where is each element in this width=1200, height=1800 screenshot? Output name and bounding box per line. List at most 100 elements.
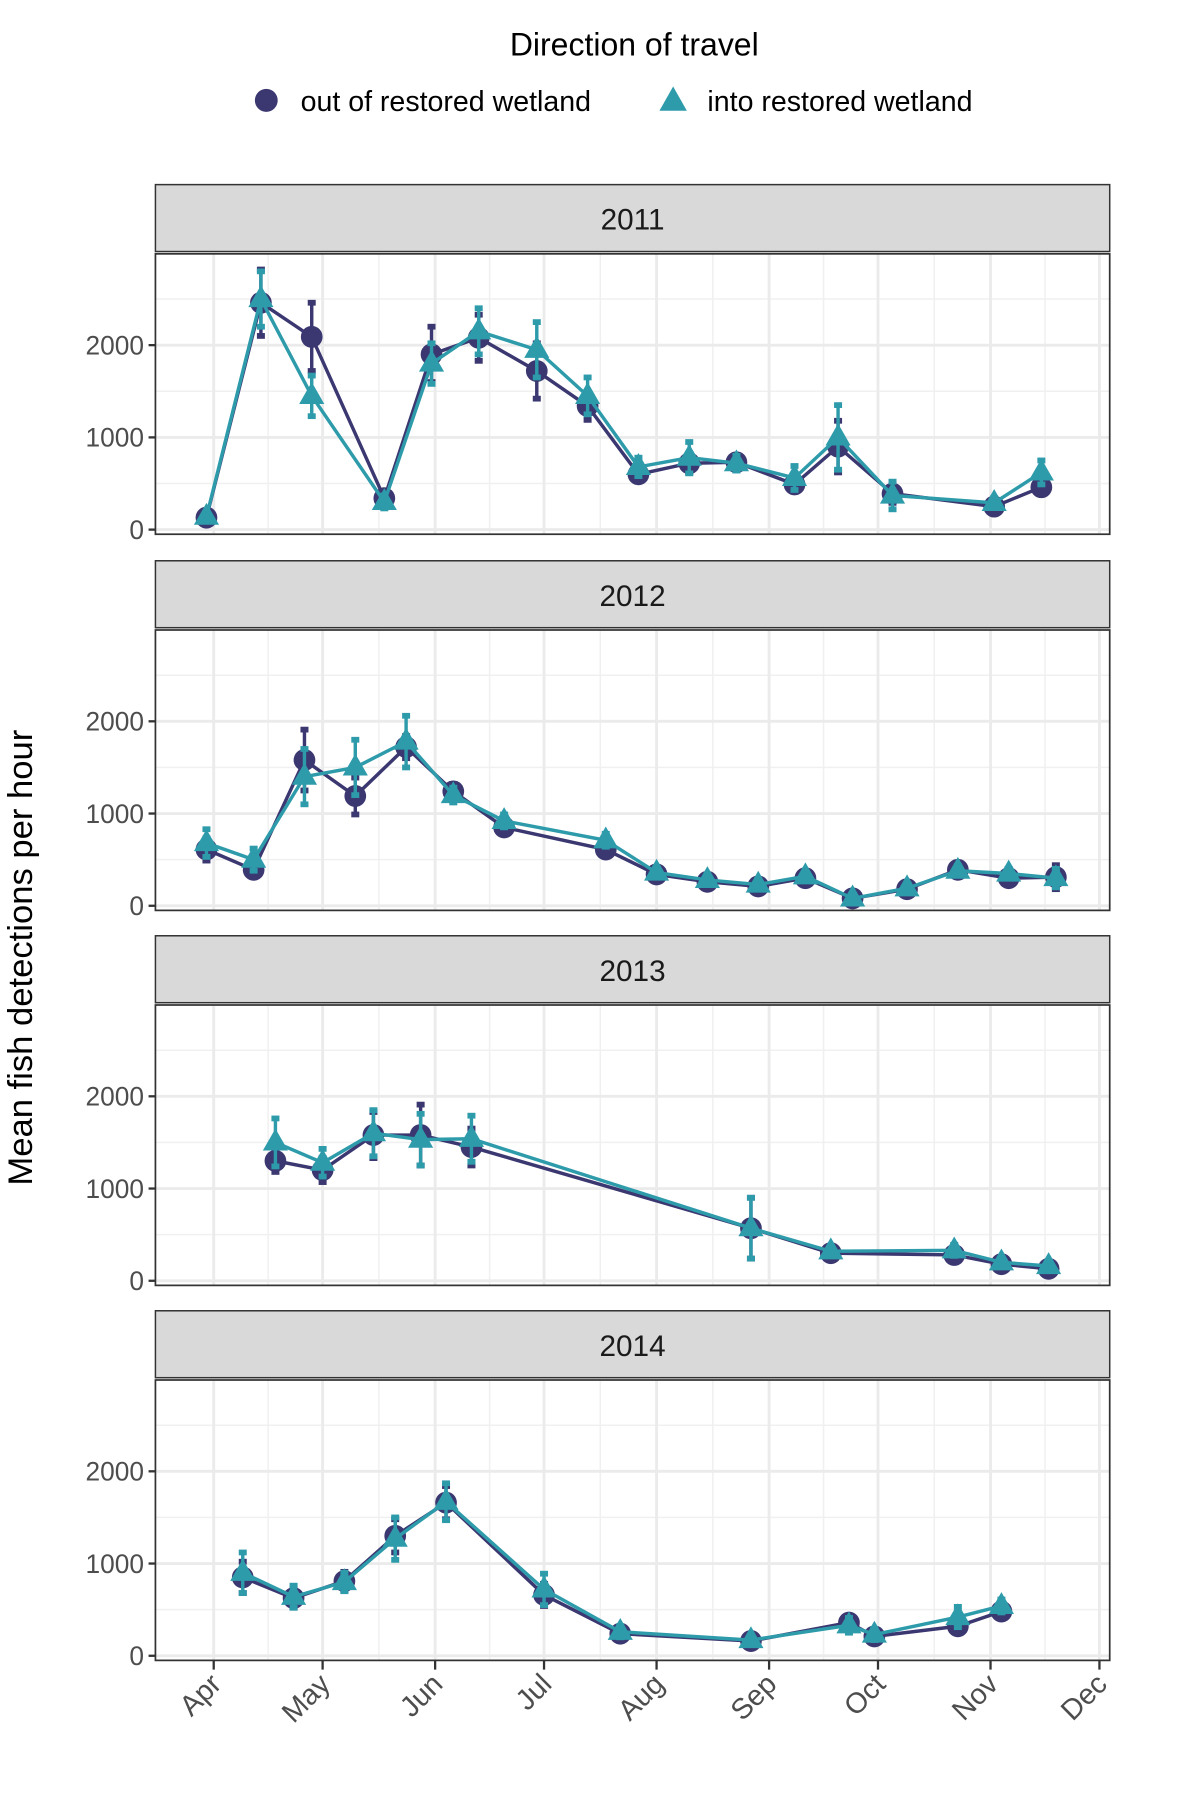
y-tick-label: 0 — [129, 515, 144, 545]
data-point-triangle — [241, 845, 267, 868]
data-point-triangle — [593, 826, 619, 849]
data-point-triangle — [193, 502, 220, 525]
data-point-triangle — [792, 862, 818, 885]
y-tick-label: 2000 — [86, 706, 144, 736]
data-point-triangle — [676, 443, 702, 466]
facet-strip-label: 2011 — [601, 203, 665, 236]
data-point-triangle — [988, 1248, 1014, 1271]
x-tick-label: Aug — [612, 1668, 670, 1727]
data-point-triangle — [393, 727, 419, 750]
data-point-triangle — [491, 807, 517, 829]
data-point-triangle — [818, 1237, 844, 1260]
data-point-triangle — [310, 1148, 336, 1171]
series-into — [193, 712, 1069, 907]
facet-panel-2012: 2012 0 1000 2000 — [86, 560, 1111, 921]
y-tick-label: 2000 — [86, 1081, 144, 1111]
data-point-triangle — [745, 870, 771, 893]
facet-panel-2014: 2014 0 1000 2000 — [86, 1310, 1111, 1671]
legend-triangle-icon — [659, 86, 687, 111]
data-point-triangle — [1028, 458, 1054, 481]
x-tick-label: Sep — [725, 1668, 783, 1727]
data-point-triangle — [879, 481, 906, 504]
y-tick-label: 2000 — [86, 1456, 144, 1486]
legend-title: Direction of travel — [510, 26, 759, 62]
y-tick-label: 0 — [129, 1641, 144, 1671]
data-point-triangle — [281, 1582, 307, 1605]
y-tick-label: 1000 — [86, 1549, 144, 1579]
plot-background — [155, 1380, 1110, 1661]
y-tick-label: 1000 — [86, 423, 144, 453]
facet-strip — [154, 560, 1111, 629]
series-line — [274, 1131, 1049, 1268]
x-tick-label: Jul — [510, 1668, 558, 1717]
data-point-triangle — [644, 858, 670, 881]
data-point-triangle — [433, 1487, 459, 1510]
data-point-triangle — [836, 1611, 862, 1634]
series-line — [204, 299, 1042, 519]
series-into — [193, 268, 1054, 525]
facet-strip-label: 2014 — [600, 1330, 666, 1363]
data-point-triangle — [996, 859, 1022, 882]
data-point-triangle — [941, 1236, 967, 1259]
panel-border — [154, 629, 1111, 912]
facet-strip-label: 2012 — [600, 580, 666, 613]
facet-strip — [154, 935, 1111, 1004]
data-point-triangle — [248, 285, 274, 308]
y-tick-label: 2000 — [86, 330, 144, 360]
panel-border — [154, 1379, 1111, 1662]
data-point-triangle — [458, 1124, 485, 1147]
data-point-triangle — [1043, 864, 1069, 887]
data-point-triangle — [291, 762, 318, 785]
data-point-triangle — [625, 453, 651, 475]
data-point-triangle — [825, 423, 851, 446]
facet-panel-2011: 2011 0 1000 2000 — [86, 183, 1111, 545]
x-axis: Apr May Jun Jul Aug Sep Oct Nov Dec — [174, 1660, 1113, 1730]
data-point-triangle — [193, 829, 220, 852]
facet-panel-2013: 2013 0 1000 2000 — [86, 935, 1111, 1296]
y-tick-label: 0 — [129, 1266, 144, 1296]
data-point-triangle — [738, 1214, 764, 1237]
panel-border — [154, 1004, 1111, 1287]
x-tick-label: Oct — [838, 1668, 892, 1722]
x-tick-label: Apr — [174, 1668, 228, 1723]
data-point-triangle — [360, 1119, 387, 1142]
data-point-triangle — [262, 1128, 288, 1151]
data-point-circle — [300, 325, 323, 348]
legend-label-into: into restored wetland — [707, 86, 972, 118]
data-point-triangle — [408, 1125, 434, 1148]
data-point-triangle — [981, 489, 1007, 511]
facet-strip — [154, 183, 1111, 253]
x-tick-label: Dec — [1055, 1668, 1113, 1727]
series-into — [262, 1107, 1062, 1275]
data-point-triangle — [723, 449, 750, 472]
x-tick-label: May — [276, 1668, 337, 1730]
data-point-triangle — [945, 1603, 971, 1626]
legend: out of restored wetland into restored we… — [254, 86, 972, 118]
panel-border — [154, 252, 1111, 536]
data-point-triangle — [466, 317, 492, 340]
y-tick-label: 1000 — [86, 1174, 144, 1204]
y-tick-label: 1000 — [86, 799, 144, 829]
data-point-triangle — [894, 874, 920, 897]
data-point-triangle — [945, 856, 971, 879]
data-point-triangle — [781, 464, 808, 487]
data-point-triangle — [861, 1620, 887, 1643]
data-point-triangle — [607, 1617, 633, 1640]
data-point-triangle — [1036, 1252, 1062, 1275]
y-tick-label: 0 — [129, 891, 144, 921]
data-point-triangle — [331, 1568, 357, 1591]
facet-strip-label: 2013 — [600, 955, 666, 988]
legend-label-out: out of restored wetland — [301, 86, 591, 118]
data-point-triangle — [738, 1626, 764, 1649]
data-point-triangle — [988, 1592, 1014, 1615]
data-point-triangle — [440, 781, 466, 804]
data-point-triangle — [382, 1524, 408, 1547]
series-line — [275, 1133, 1049, 1271]
legend-circle-icon — [254, 88, 278, 112]
data-point-triangle — [840, 884, 866, 907]
data-point-triangle — [299, 382, 325, 404]
facet-strip — [154, 1310, 1111, 1379]
plot-background — [155, 1005, 1110, 1286]
data-point-triangle — [230, 1558, 256, 1581]
